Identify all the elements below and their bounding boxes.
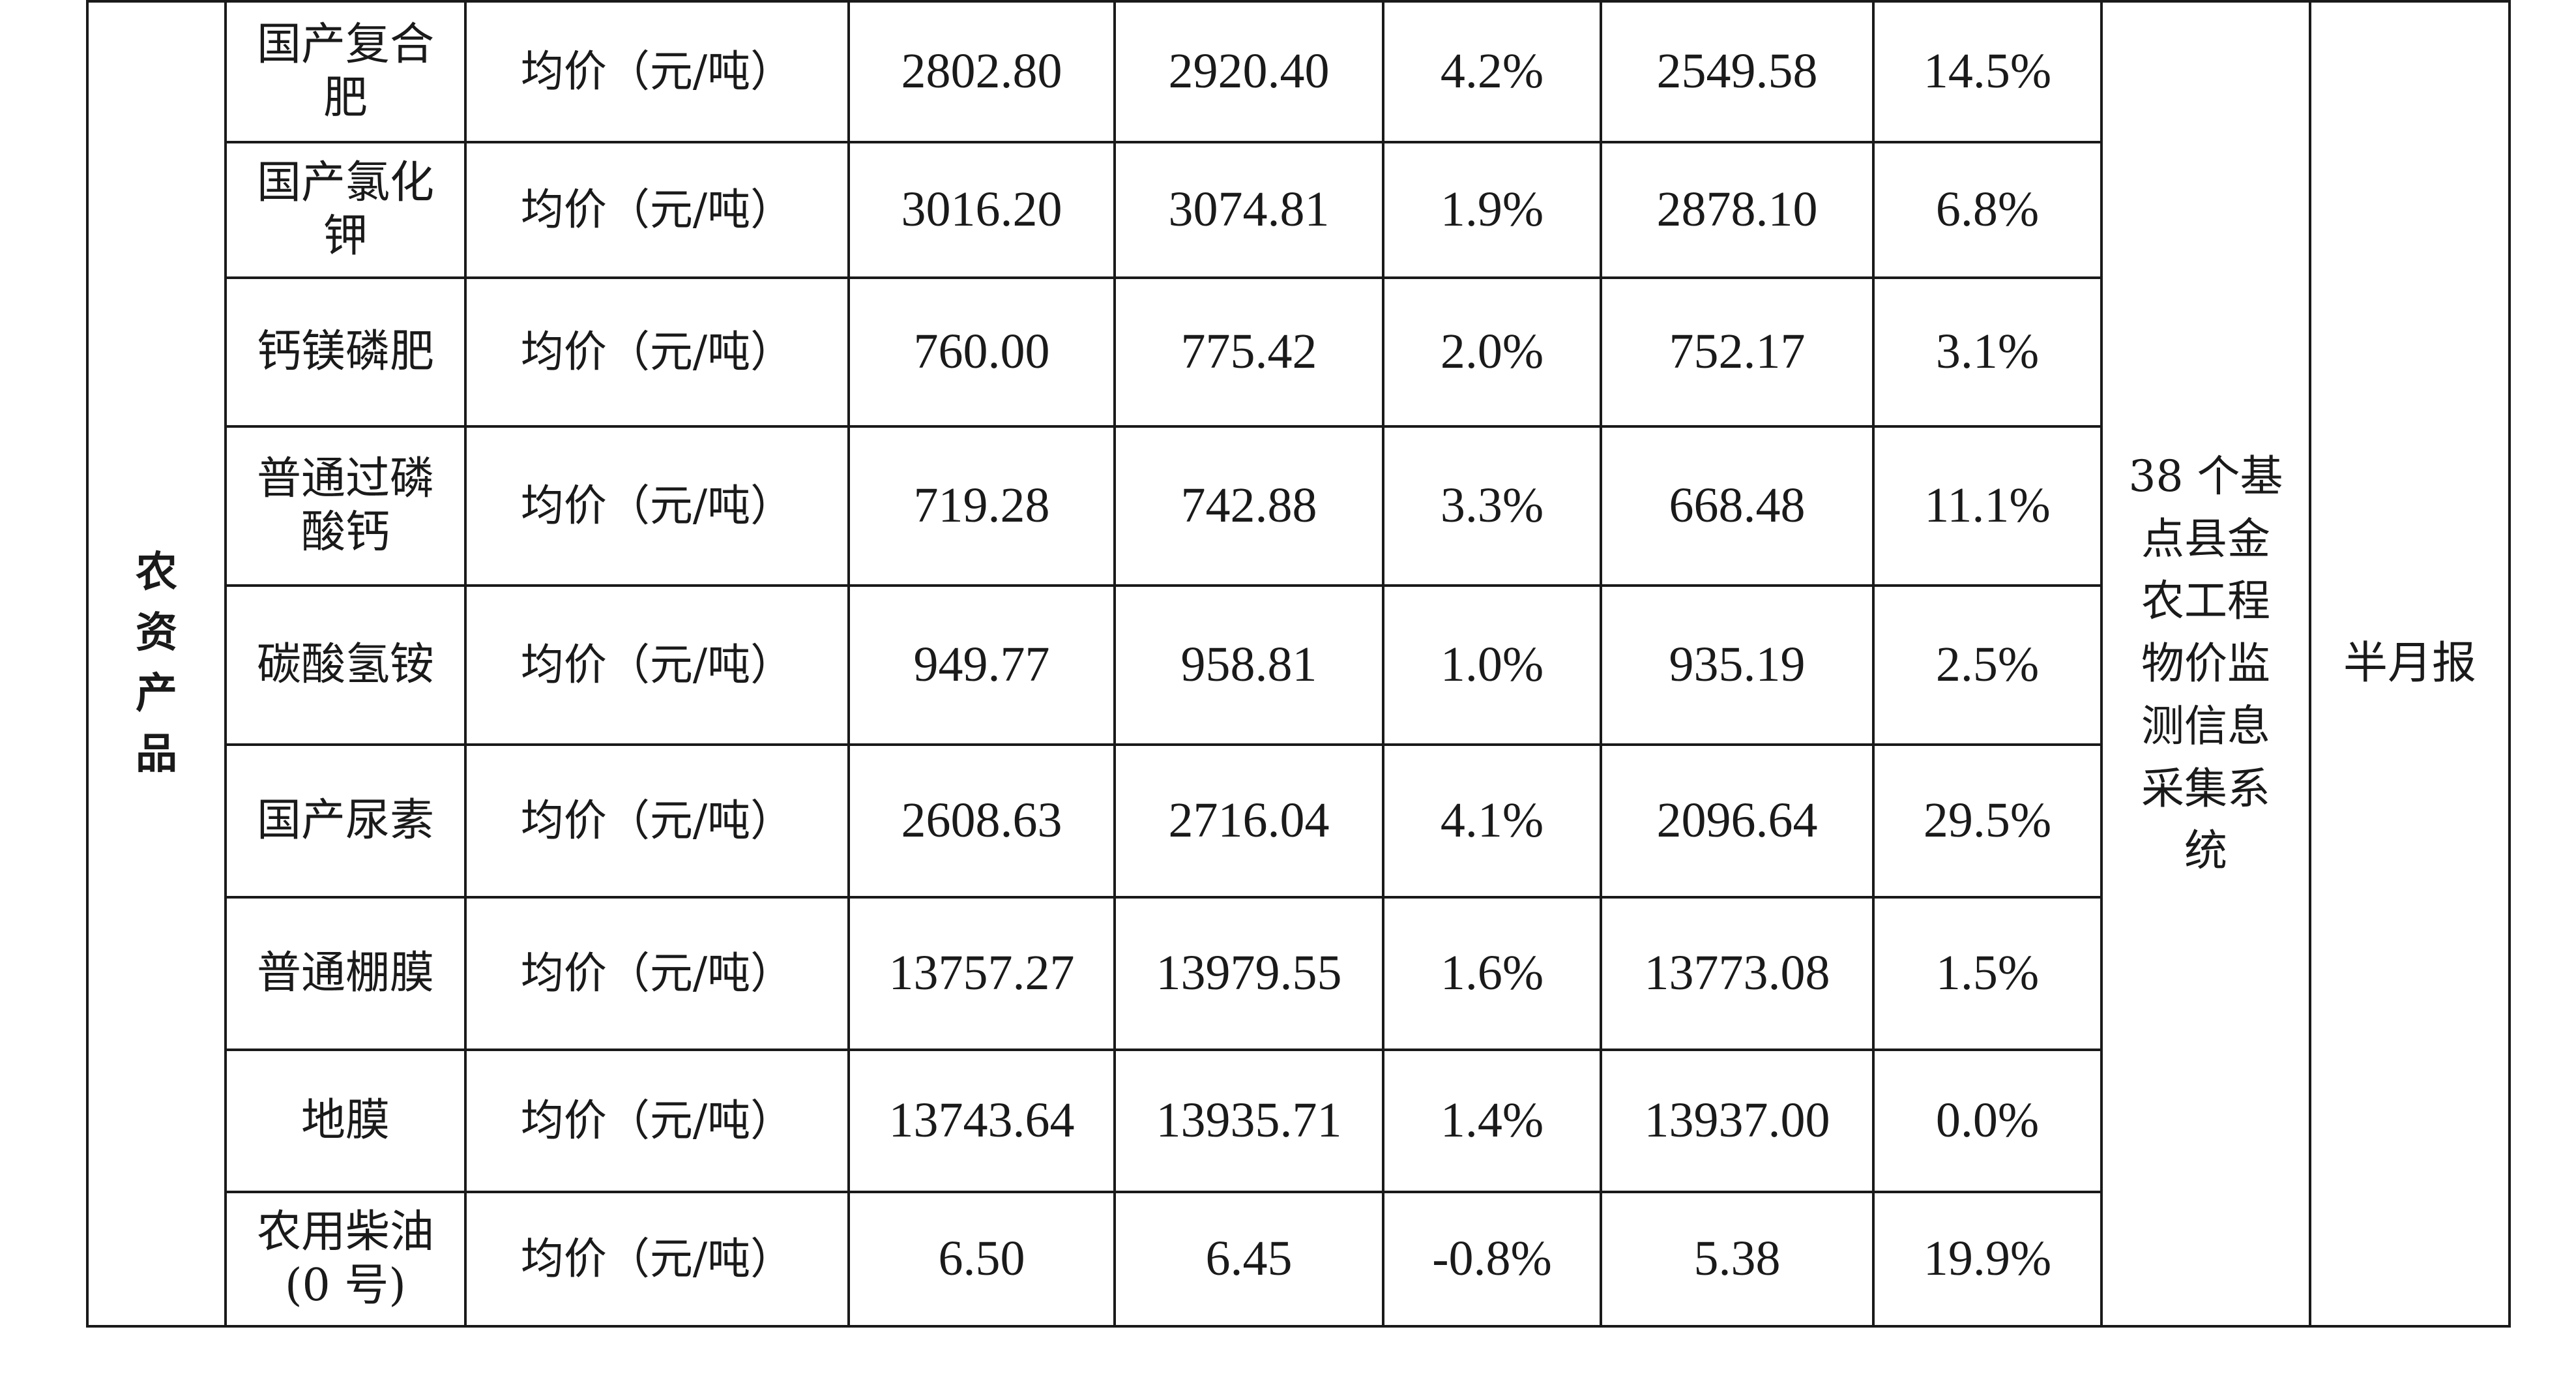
price-value-cell: 13773.08 [1600, 896, 1875, 1051]
price-value-cell: 2878.10 [1600, 141, 1875, 279]
product-name-cell: 国产复合肥 [224, 0, 467, 143]
price-value-cell: 13979.55 [1113, 896, 1384, 1051]
category-cell: 农资产品 [86, 0, 227, 1328]
price-value-cell: 742.88 [1113, 425, 1384, 587]
percent-change-cell: 3.1% [1872, 276, 2103, 428]
percent-change-cell: -0.8% [1382, 1191, 1602, 1328]
price-value-cell: 6.50 [847, 1191, 1116, 1328]
table-row: 地膜 均价（元/吨） 13743.64 13935.71 1.4% 13937.00 0.0… [87, 1048, 2510, 1193]
category-label: 农资产品 [136, 548, 177, 779]
percent-change-cell: 2.5% [1872, 584, 2103, 746]
unit-cell: 均价（元/吨） [464, 896, 850, 1051]
price-value-cell: 752.17 [1600, 276, 1875, 428]
table-body: 农资产品 国产复合肥 均价（元/吨） 2802.80 2920.40 4.2% 2549.5… [86, 0, 2511, 1328]
percent-change-cell: 4.1% [1382, 743, 1602, 899]
price-value-cell: 2920.40 [1113, 0, 1384, 143]
product-name-cell: 普通棚膜 [224, 896, 467, 1051]
data-source-cell: 38 个基点县金农工程物价监测信息采集系统 [2100, 0, 2311, 1328]
table-row: 钙镁磷肥 均价（元/吨） 760.00 775.42 2.0% 752.17 3.1% [87, 276, 2510, 428]
report-frequency-cell: 半月报 [2309, 0, 2511, 1328]
price-value-cell: 6.45 [1113, 1191, 1384, 1328]
unit-cell: 均价（元/吨） [464, 0, 850, 143]
unit-cell: 均价（元/吨） [464, 141, 850, 279]
unit-cell: 均价（元/吨） [464, 743, 850, 899]
percent-change-cell: 2.0% [1382, 276, 1602, 428]
percent-change-cell: 1.4% [1382, 1048, 1602, 1193]
table-row: 碳酸氢铵 均价（元/吨） 949.77 958.81 1.0% 935.19 2.5% [87, 584, 2510, 746]
price-table: 农资产品 国产复合肥 均价（元/吨） 2802.80 2920.40 4.2% 2549.5… [86, 0, 2511, 1328]
percent-change-cell: 29.5% [1872, 743, 2103, 899]
price-value-cell: 13935.71 [1113, 1048, 1384, 1193]
product-name-cell: 碳酸氢铵 [224, 584, 467, 746]
price-value-cell: 3016.20 [847, 141, 1116, 279]
percent-change-cell: 1.6% [1382, 896, 1602, 1051]
percent-change-cell: 6.8% [1872, 141, 2103, 279]
product-name-cell: 农用柴油(0 号) [224, 1191, 467, 1328]
price-value-cell: 13757.27 [847, 896, 1116, 1051]
price-value-cell: 719.28 [847, 425, 1116, 587]
price-value-cell: 775.42 [1113, 276, 1384, 428]
price-value-cell: 2096.64 [1600, 743, 1875, 899]
price-value-cell: 935.19 [1600, 584, 1875, 746]
table-row: 农资产品 国产复合肥 均价（元/吨） 2802.80 2920.40 4.2% 2549.5… [86, 0, 2511, 1328]
table-row: 普通过磷酸钙 均价（元/吨） 719.28 742.88 3.3% 668.48 11.1% [87, 425, 2510, 587]
percent-change-cell: 14.5% [1872, 0, 2103, 143]
price-value-cell: 5.38 [1600, 1191, 1875, 1328]
unit-cell: 均价（元/吨） [464, 425, 850, 587]
percent-change-cell: 3.3% [1382, 425, 1602, 587]
unit-cell: 均价（元/吨） [464, 276, 850, 428]
percent-change-cell: 1.5% [1872, 896, 2103, 1051]
unit-cell: 均价（元/吨） [464, 1191, 850, 1328]
price-value-cell: 3074.81 [1113, 141, 1384, 279]
price-value-cell: 958.81 [1113, 584, 1384, 746]
price-value-cell: 668.48 [1600, 425, 1875, 587]
table-row: 国产氯化钾 均价（元/吨） 3016.20 3074.81 1.9% 2878.10 6.8… [87, 141, 2510, 279]
product-name-cell: 地膜 [224, 1048, 467, 1193]
product-name-cell: 钙镁磷肥 [224, 276, 467, 428]
unit-cell: 均价（元/吨） [464, 1048, 850, 1193]
price-value-cell: 2549.58 [1600, 0, 1875, 143]
percent-change-cell: 19.9% [1872, 1191, 2103, 1328]
table-row: 农用柴油(0 号) 均价（元/吨） 6.50 6.45 -0.8% 5.38 19.9% [87, 1191, 2510, 1328]
price-value-cell: 949.77 [847, 584, 1116, 746]
product-name-cell: 国产氯化钾 [224, 141, 467, 279]
price-value-cell: 13937.00 [1600, 1048, 1875, 1193]
price-value-cell: 2608.63 [847, 743, 1116, 899]
table-row: 国产尿素 均价（元/吨） 2608.63 2716.04 4.1% 2096.64 29.5… [87, 743, 2510, 899]
product-name-cell: 国产尿素 [224, 743, 467, 899]
percent-change-cell: 0.0% [1872, 1048, 2103, 1193]
price-value-cell: 2716.04 [1113, 743, 1384, 899]
unit-cell: 均价（元/吨） [464, 584, 850, 746]
table-row: 普通棚膜 均价（元/吨） 13757.27 13979.55 1.6% 13773.08 1… [87, 896, 2510, 1051]
percent-change-cell: 4.2% [1382, 0, 1602, 143]
percent-change-cell: 1.9% [1382, 141, 1602, 279]
percent-change-cell: 11.1% [1872, 425, 2103, 587]
price-value-cell: 760.00 [847, 276, 1116, 428]
price-value-cell: 2802.80 [847, 0, 1116, 143]
percent-change-cell: 1.0% [1382, 584, 1602, 746]
price-value-cell: 13743.64 [847, 1048, 1116, 1193]
product-name-cell: 普通过磷酸钙 [224, 425, 467, 587]
